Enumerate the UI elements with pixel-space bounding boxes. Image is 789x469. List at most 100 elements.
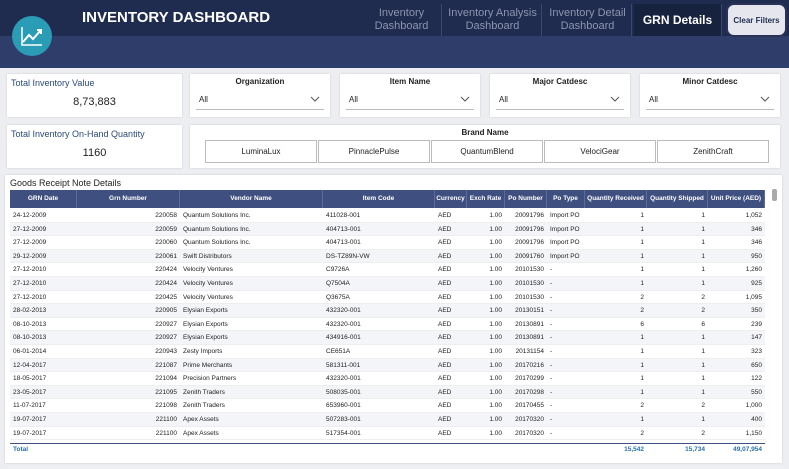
table-cell: 20130891 bbox=[515, 334, 544, 342]
table-cell: 432320-001 bbox=[326, 320, 361, 328]
column-header[interactable]: Quantity Shipped bbox=[647, 190, 708, 208]
total-label: Total bbox=[13, 446, 29, 453]
slicer-dropdown[interactable]: All bbox=[496, 90, 624, 110]
chevron bbox=[760, 96, 770, 102]
table-cell: AED bbox=[438, 307, 452, 315]
table-cell: AED bbox=[438, 375, 452, 383]
slicer-label: Brand Name bbox=[461, 128, 509, 137]
table-cell: Zenith Traders bbox=[183, 402, 225, 410]
column-header[interactable]: Quantity Received bbox=[585, 190, 647, 208]
table-cell: 20170455 bbox=[515, 402, 544, 410]
column-header[interactable]: Po Type bbox=[547, 190, 585, 208]
table-cell: 122 bbox=[751, 375, 762, 383]
table-cell: 220060 bbox=[155, 239, 177, 247]
nav-tab[interactable]: Inventory Dashboard bbox=[362, 4, 442, 36]
table-cell: 221098 bbox=[155, 402, 177, 410]
slicer-dropdown[interactable]: All bbox=[646, 90, 774, 110]
slicer: Major Catdesc All bbox=[490, 74, 630, 117]
kpi-label: Total Inventory On-Hand Quantity bbox=[11, 129, 145, 139]
table-cell: 404713-001 bbox=[326, 239, 361, 247]
table-cell: 221094 bbox=[155, 375, 177, 383]
table-cell: - bbox=[550, 429, 553, 437]
logo bbox=[12, 16, 52, 56]
table-cell: 20170298 bbox=[515, 388, 544, 396]
table-cell: 1 bbox=[640, 280, 644, 287]
table-cell: 20170320 bbox=[515, 429, 544, 437]
table-cell: 08-10-2013 bbox=[13, 334, 47, 342]
table-cell: 1.00 bbox=[489, 307, 502, 315]
table-cell: 507283-001 bbox=[326, 416, 361, 423]
table-cell: 1,150 bbox=[745, 429, 762, 437]
scrollbar[interactable] bbox=[772, 189, 777, 201]
chevron bbox=[460, 96, 470, 102]
chevron bbox=[310, 96, 320, 102]
table-cell: 20101530 bbox=[515, 266, 544, 274]
brand-option[interactable]: VelociGear bbox=[544, 140, 656, 163]
kpi-card: Total Inventory On-Hand Quantity 1160 bbox=[7, 125, 182, 168]
table-cell: 2 bbox=[640, 307, 644, 315]
clear-filters-button[interactable]: Clear Filters bbox=[726, 3, 787, 37]
column-header[interactable]: Exch Rate bbox=[467, 190, 505, 208]
nav-tab[interactable]: Inventory Analysis Dashboard bbox=[444, 4, 542, 36]
column-header[interactable]: GRN Date bbox=[10, 190, 77, 208]
table-cell: 350 bbox=[751, 307, 762, 315]
column-header[interactable]: Vendor Name bbox=[180, 190, 323, 208]
table-cell: C9726A bbox=[326, 266, 350, 274]
brand-option[interactable]: ZenithCraft bbox=[657, 140, 769, 163]
page-title: INVENTORY DASHBOARD bbox=[82, 9, 271, 26]
table-cell: 1 bbox=[701, 225, 705, 233]
table-cell: 147 bbox=[751, 334, 762, 342]
table-cell: 1.00 bbox=[489, 266, 502, 274]
table-title: Goods Receipt Note Details bbox=[10, 178, 122, 188]
table-cell: Velocity Ventures bbox=[183, 293, 233, 301]
brand-option[interactable]: PinnaclePulse bbox=[318, 140, 430, 163]
table-cell: 1 bbox=[640, 388, 644, 396]
table-cell: 1 bbox=[640, 348, 644, 355]
table-cell: 220424 bbox=[155, 266, 177, 274]
table-cell: 20101530 bbox=[515, 293, 544, 301]
nav-tab[interactable]: Inventory Detail Dashboard bbox=[544, 4, 632, 36]
table-cell: 1.00 bbox=[489, 375, 502, 383]
table-cell: 220927 bbox=[155, 334, 177, 342]
table-cell: CE651A bbox=[326, 348, 351, 355]
column-header[interactable]: Unit Price (AED) bbox=[708, 190, 765, 208]
table-cell: Import PO bbox=[550, 225, 580, 233]
table-cell: - bbox=[550, 402, 553, 410]
slicer-dropdown[interactable]: All bbox=[346, 90, 474, 110]
table-cell: 20101530 bbox=[515, 280, 544, 287]
table-cell: 508035-001 bbox=[326, 388, 361, 396]
row-bg bbox=[10, 345, 765, 359]
table-cell: 2 bbox=[640, 293, 644, 301]
slicer-label: Minor Catdesc bbox=[682, 77, 738, 86]
slicer-dropdown[interactable]: All bbox=[196, 90, 324, 110]
column-header[interactable]: Currency bbox=[435, 190, 467, 208]
brand-option[interactable]: QuantumBlend bbox=[431, 140, 543, 163]
table-cell: 432320-001 bbox=[326, 375, 361, 383]
table-cell: 1,000 bbox=[745, 402, 762, 410]
table-cell: 2 bbox=[640, 402, 644, 410]
table-cell: 28-02-2013 bbox=[13, 307, 47, 315]
table-cell: - bbox=[550, 348, 553, 355]
table-cell: Zesty Imports bbox=[183, 348, 223, 355]
kpi-value: 1160 bbox=[82, 147, 107, 159]
table-cell: 08-10-2013 bbox=[13, 320, 47, 328]
brand-option[interactable]: LuminaLux bbox=[205, 140, 317, 163]
column-header[interactable]: Po Number bbox=[505, 190, 547, 208]
table-cell: AED bbox=[438, 402, 452, 410]
table-cell: AED bbox=[438, 334, 452, 342]
table-cell: 19-07-2017 bbox=[13, 429, 47, 437]
table-cell: Import PO bbox=[550, 212, 580, 219]
table-cell: 220058 bbox=[155, 212, 177, 219]
row-bg bbox=[10, 290, 765, 305]
column-header[interactable]: Item Code bbox=[323, 190, 435, 208]
table-cell: 24-12-2009 bbox=[13, 212, 47, 219]
table-cell: - bbox=[550, 375, 553, 383]
column-header[interactable]: Grn Number bbox=[77, 190, 180, 208]
table-cell: 11-07-2017 bbox=[13, 402, 46, 410]
row-bg bbox=[10, 426, 765, 441]
nav-tab-active[interactable]: GRN Details bbox=[634, 4, 722, 36]
table-cell: 1 bbox=[701, 375, 705, 383]
table-cell: DS-TZ89N-VW bbox=[326, 252, 370, 260]
row-bg bbox=[10, 385, 765, 400]
table-cell: 1 bbox=[701, 388, 705, 396]
